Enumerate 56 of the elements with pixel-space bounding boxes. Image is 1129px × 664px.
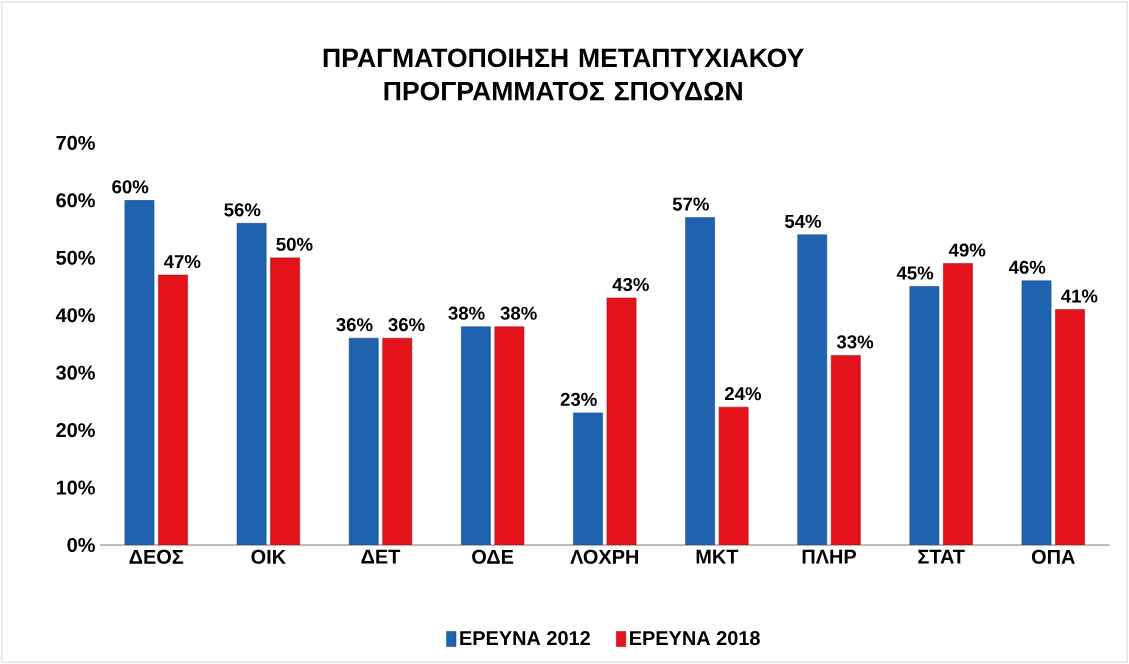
data-label: 33% [836, 335, 874, 349]
y-tick-label: 40% [55, 308, 95, 323]
x-tick-label: ΣΤΑΤ [918, 549, 965, 564]
bar [348, 337, 379, 545]
data-label: 24% [724, 387, 762, 401]
y-tick-label: 70% [56, 135, 95, 150]
data-label: 36% [388, 318, 425, 332]
y-tick-label: 30% [56, 365, 95, 380]
y-tick-label: 60% [56, 193, 95, 208]
legend-label: ΕΡΕΥΝΑ 2012 [460, 630, 590, 646]
data-label: 50% [276, 237, 313, 251]
bar [573, 412, 603, 545]
data-label: 49% [948, 243, 986, 257]
bar [494, 326, 525, 545]
data-label: 46% [1008, 260, 1046, 274]
y-tick-label: 50% [56, 250, 95, 265]
data-label: 60% [112, 180, 149, 194]
data-label: 54% [784, 214, 822, 228]
chart-title: ΠΡΑΓΜΑΤΟΠΟΙΗΣΗ ΜΕΤΑΠΤΥΧΙΑΚΟΥ ΠΡΟΓΡΑΜΜΑΤΟΣ ΣΠΟΥΔΩΝ [323, 48, 804, 101]
x-tick-label: ΛΟΧΡΗ [570, 549, 639, 564]
x-tick-label: ΠΛΗΡ [802, 549, 856, 564]
bar [909, 286, 940, 545]
data-label: 38% [448, 306, 485, 320]
bar [718, 406, 749, 545]
data-label: 47% [163, 254, 201, 269]
bar [943, 263, 973, 545]
data-label: 36% [336, 318, 373, 332]
data-label: 56% [224, 203, 261, 217]
bar [236, 222, 267, 545]
bar [606, 297, 637, 545]
bar [461, 326, 491, 545]
data-label: 41% [1061, 289, 1098, 303]
bar [124, 200, 155, 545]
x-tick-label: ΔΕΤ [361, 549, 401, 564]
bar [382, 337, 413, 545]
bar [1055, 309, 1085, 545]
x-tick-label: ΔΕΟΣ [129, 549, 184, 564]
bar [158, 274, 188, 545]
x-tick-label: ΟΠΑ [1031, 549, 1075, 564]
y-tick-label: 10% [56, 480, 95, 495]
data-label: 43% [612, 277, 649, 292]
data-label: 38% [500, 306, 537, 320]
x-tick-label: ΟΙΚ [251, 549, 286, 564]
bar [830, 355, 861, 545]
data-label: 45% [896, 266, 934, 280]
bar [1021, 280, 1052, 545]
bar [270, 257, 300, 545]
x-tick-label: ΜΚΤ [696, 549, 739, 564]
x-tick-label: ΟΔΕ [472, 549, 514, 564]
bar [685, 217, 715, 545]
y-tick-label: 20% [56, 423, 95, 438]
y-tick-label: 0% [67, 537, 95, 553]
data-label: 57% [672, 197, 709, 211]
legend-label: ΕΡΕΥΝΑ 2018 [630, 630, 760, 646]
data-label: 23% [560, 392, 597, 406]
bar [797, 234, 828, 545]
